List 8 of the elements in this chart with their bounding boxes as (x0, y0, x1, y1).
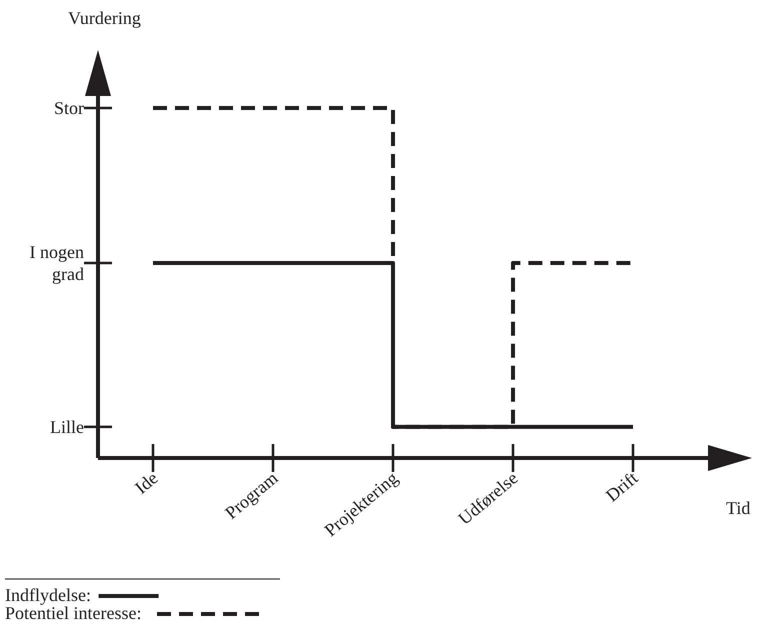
y-axis-title: Vurdering (68, 8, 141, 28)
x-tick-label: Drift (602, 468, 642, 506)
x-tick-label: Ide (131, 468, 162, 498)
legend-label: Indflydelse: (5, 585, 91, 605)
x-axis-title: Tid (726, 498, 750, 518)
text: Lille (50, 416, 84, 437)
text: I nogen grad (30, 242, 84, 284)
text: Stor (54, 98, 84, 118)
